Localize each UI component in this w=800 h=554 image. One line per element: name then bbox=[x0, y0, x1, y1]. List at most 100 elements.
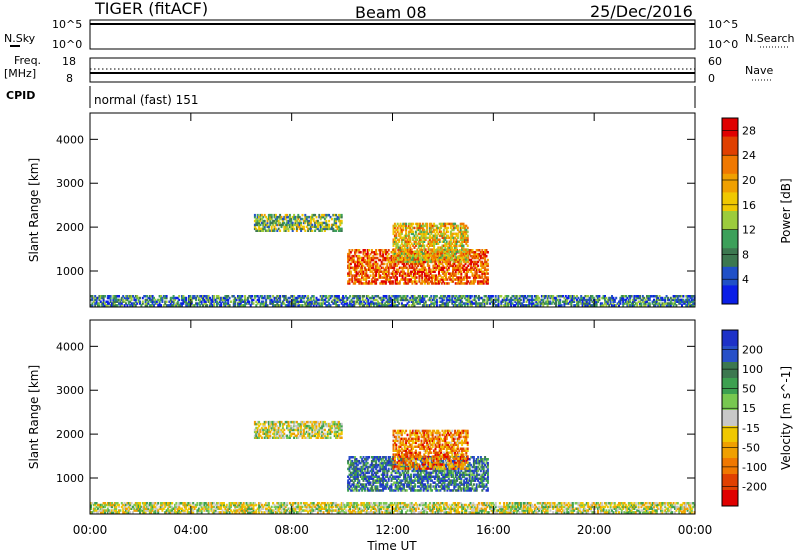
data-cell bbox=[302, 219, 305, 223]
data-cell bbox=[356, 258, 359, 262]
data-cell bbox=[399, 248, 402, 251]
data-cell bbox=[446, 278, 449, 281]
data-cell bbox=[672, 296, 675, 300]
data-cell bbox=[409, 222, 412, 226]
data-cell bbox=[447, 507, 450, 510]
data-cell bbox=[147, 296, 150, 300]
data-cell bbox=[573, 298, 576, 302]
data-cell bbox=[465, 282, 468, 285]
data-cell bbox=[214, 509, 217, 512]
data-cell bbox=[478, 254, 481, 258]
data-cell bbox=[449, 272, 452, 275]
data-cell bbox=[428, 502, 431, 505]
data-cell bbox=[566, 302, 569, 305]
data-cell bbox=[387, 274, 390, 277]
data-cell bbox=[353, 296, 356, 300]
data-cell bbox=[471, 272, 474, 275]
data-cell bbox=[555, 302, 557, 305]
data-cell bbox=[445, 274, 447, 277]
data-cell bbox=[414, 260, 417, 263]
data-cell bbox=[234, 511, 237, 514]
data-cell bbox=[557, 298, 560, 302]
data-cell bbox=[383, 256, 386, 260]
data-cell bbox=[414, 264, 417, 268]
data-cell bbox=[279, 215, 282, 219]
data-cell bbox=[363, 274, 366, 277]
data-cell bbox=[348, 268, 351, 271]
data-cell bbox=[473, 511, 476, 514]
data-cell bbox=[113, 295, 116, 298]
data-cell bbox=[672, 304, 675, 307]
data-cell bbox=[440, 276, 443, 279]
data-cell bbox=[435, 238, 438, 241]
data-cell bbox=[196, 302, 199, 305]
data-cell bbox=[169, 511, 172, 514]
data-cell bbox=[207, 509, 210, 512]
data-cell bbox=[399, 295, 402, 298]
data-cell bbox=[137, 298, 140, 302]
data-cell bbox=[436, 256, 439, 260]
data-cell bbox=[295, 227, 298, 231]
data-cell bbox=[291, 215, 294, 219]
data-cell bbox=[435, 268, 438, 271]
data-cell bbox=[150, 304, 153, 307]
data-cell bbox=[189, 296, 192, 300]
data-cell bbox=[415, 272, 418, 275]
data-cell bbox=[104, 509, 106, 512]
data-cell bbox=[384, 304, 387, 307]
data-cell bbox=[356, 295, 359, 298]
data-cell bbox=[455, 224, 458, 228]
data-cell bbox=[416, 252, 419, 255]
data-cell bbox=[91, 511, 94, 514]
data-cell bbox=[393, 268, 396, 271]
data-cell bbox=[375, 298, 378, 302]
data-cell bbox=[477, 276, 480, 279]
data-cell bbox=[372, 251, 375, 254]
data-cell bbox=[456, 502, 459, 505]
data-cell bbox=[440, 232, 443, 236]
data-cell bbox=[279, 505, 282, 509]
data-cell bbox=[384, 266, 387, 270]
data-cell bbox=[322, 300, 325, 303]
data-cell bbox=[468, 258, 471, 262]
data-cell bbox=[252, 298, 255, 302]
data-cell bbox=[423, 228, 426, 232]
data-cell bbox=[376, 278, 379, 281]
data-cell bbox=[438, 254, 441, 257]
data-cell bbox=[308, 298, 311, 302]
data-cell bbox=[328, 304, 331, 307]
data-cell bbox=[353, 295, 356, 298]
data-cell bbox=[690, 295, 693, 298]
data-cell bbox=[422, 260, 425, 264]
data-cell bbox=[563, 304, 566, 307]
data-cell bbox=[472, 276, 475, 279]
data-cell bbox=[482, 264, 485, 268]
data-cell bbox=[382, 304, 385, 307]
data-cell bbox=[428, 222, 431, 226]
data-cell bbox=[444, 507, 447, 510]
data-cell bbox=[267, 213, 270, 217]
data-cell bbox=[248, 502, 251, 505]
data-cell bbox=[625, 302, 627, 305]
data-cell bbox=[348, 254, 351, 258]
data-cell bbox=[461, 509, 464, 512]
data-cell bbox=[688, 302, 690, 305]
data-cell bbox=[451, 258, 454, 261]
data-cell bbox=[456, 276, 459, 279]
data-cell bbox=[427, 232, 430, 236]
data-cell bbox=[239, 302, 242, 305]
data-cell bbox=[284, 225, 287, 229]
data-cell bbox=[441, 246, 444, 249]
data-cell bbox=[395, 256, 398, 259]
data-cell bbox=[409, 250, 412, 253]
data-cell bbox=[245, 298, 248, 302]
data-cell bbox=[421, 503, 424, 507]
data-cell bbox=[459, 234, 462, 238]
data-cell bbox=[259, 213, 262, 217]
data-cell bbox=[646, 300, 648, 303]
data-cell bbox=[576, 298, 578, 302]
data-cell bbox=[436, 264, 439, 268]
data-cell bbox=[421, 507, 424, 510]
data-cell bbox=[620, 295, 623, 298]
data-cell bbox=[274, 221, 277, 225]
